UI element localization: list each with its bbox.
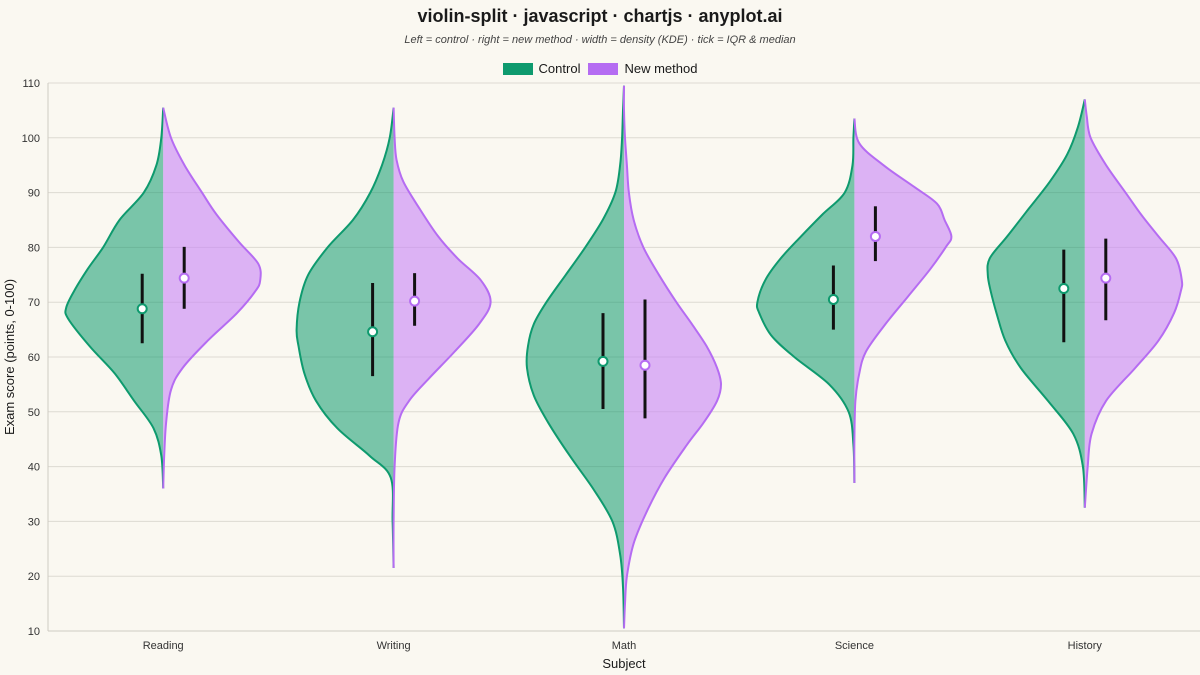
x-tick-label: Reading — [143, 640, 184, 652]
violin-half-control[interactable] — [296, 107, 394, 568]
legend-swatch-control — [502, 62, 533, 75]
violin-outline-control — [64, 107, 165, 489]
violin-outline-control — [986, 99, 1086, 508]
x-tick-labels: Reading Writing Math Science History — [143, 640, 1103, 652]
violin-outline-new-method — [622, 85, 723, 629]
legend-label-new-method: New method — [624, 61, 698, 76]
y-tick-label: 80 — [28, 242, 40, 254]
y-tick-label: 10 — [28, 626, 40, 638]
legend: Control New method — [0, 61, 1200, 76]
x-tick-label: Science — [835, 640, 874, 652]
y-tick-label: 70 — [28, 297, 40, 309]
violin-outline-control — [295, 107, 395, 569]
violin-outline-new-method — [392, 107, 492, 569]
median-marker[interactable] — [1058, 283, 1070, 294]
violin-outline-control — [525, 85, 625, 629]
violin-half-control[interactable] — [526, 85, 624, 629]
y-tick-label: 60 — [28, 352, 40, 364]
legend-swatch-new-method — [588, 62, 619, 75]
median-marker[interactable] — [1100, 272, 1112, 284]
chart-subtitle: Left = control · right = new method · wi… — [404, 34, 796, 46]
x-axis-label: Subject — [602, 656, 646, 671]
legend-item-control[interactable]: Control — [502, 61, 581, 76]
y-tick-labels: 10 20 30 40 50 60 70 80 90 100 110 — [22, 78, 40, 638]
median-marker[interactable] — [409, 295, 421, 307]
y-tick-label: 20 — [28, 571, 40, 583]
violin-half-control[interactable] — [987, 99, 1085, 508]
violin-half-new-method[interactable] — [854, 118, 952, 484]
violin-outline-new-method — [853, 118, 953, 484]
y-tick-label: 110 — [22, 78, 40, 90]
median-marker[interactable] — [597, 355, 609, 367]
y-tick-label: 40 — [28, 462, 40, 474]
violin-half-new-method[interactable] — [1084, 99, 1183, 508]
y-tick-label: 100 — [22, 133, 40, 145]
violin-outline-new-method — [1083, 99, 1184, 508]
y-tick-label: 50 — [28, 407, 40, 419]
violin-half-new-method[interactable] — [163, 107, 261, 489]
legend-label-control: Control — [538, 61, 581, 76]
x-tick-label: Writing — [377, 640, 411, 652]
median-marker[interactable] — [869, 230, 881, 242]
median-marker[interactable] — [178, 272, 190, 284]
median-marker[interactable] — [639, 359, 651, 371]
median-marker[interactable] — [367, 326, 379, 338]
x-tick-label: Math — [612, 640, 636, 652]
violin-outline-control — [755, 118, 856, 484]
x-tick-label: History — [1068, 640, 1103, 652]
violin-half-control[interactable] — [65, 107, 164, 489]
y-tick-label: 30 — [28, 516, 40, 528]
median-marker[interactable] — [827, 293, 839, 305]
violins — [64, 85, 1184, 629]
y-axis-label: Exam score (points, 0-100) — [2, 279, 17, 435]
median-marker[interactable] — [136, 303, 148, 315]
legend-item-new-method[interactable]: New method — [588, 61, 697, 76]
violin-half-new-method[interactable] — [623, 85, 721, 629]
chart-title: violin-split · javascript · chartjs · an… — [417, 6, 783, 26]
violin-outline-new-method — [162, 107, 262, 489]
violin-half-control[interactable] — [756, 118, 855, 484]
y-tick-label: 90 — [28, 188, 40, 200]
violin-half-new-method[interactable] — [393, 107, 491, 568]
